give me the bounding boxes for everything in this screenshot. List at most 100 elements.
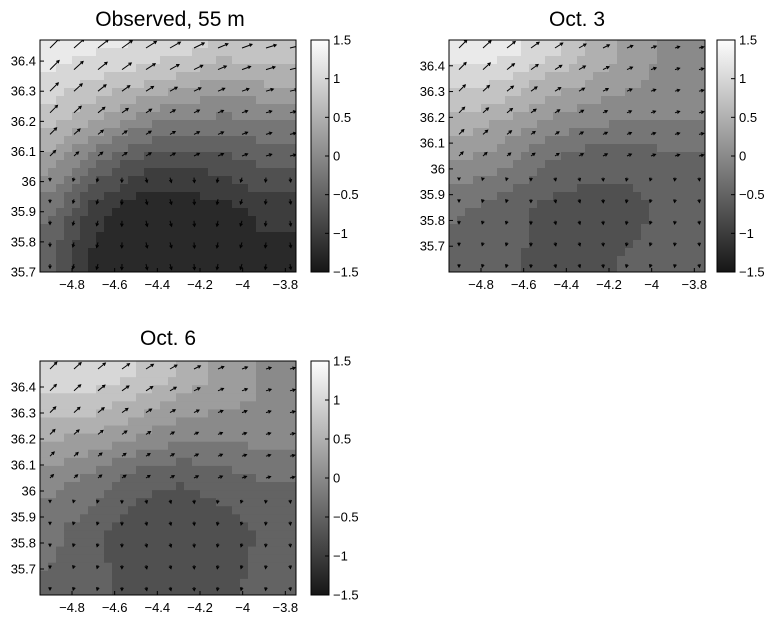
arrow-head (173, 386, 178, 391)
field-cell (521, 56, 530, 65)
field-cell (216, 457, 225, 467)
field-cell (72, 433, 81, 443)
field-cell (160, 240, 169, 249)
field-cell (184, 538, 193, 548)
field-cell (529, 248, 538, 257)
field-cell (569, 160, 578, 169)
field-cell (569, 56, 578, 65)
field-cell (104, 530, 113, 540)
field-cell (256, 506, 265, 515)
field-cell (625, 208, 634, 217)
field-cell (224, 184, 233, 193)
field-cell (216, 490, 225, 499)
velocity-arrow (458, 40, 468, 49)
field-cell (64, 136, 73, 145)
field-cell (689, 248, 698, 257)
field-cell (176, 56, 185, 65)
field-cell (184, 208, 193, 217)
field-cell (136, 72, 145, 81)
field-cell (537, 256, 546, 265)
field-cell (72, 546, 81, 556)
field-cell (200, 128, 209, 137)
field-cell (497, 56, 506, 65)
field-cell (232, 570, 241, 580)
field-cell (184, 224, 193, 233)
field-cell (64, 506, 73, 515)
field-cell (505, 136, 514, 145)
field-cell (577, 184, 586, 193)
field-cell (144, 152, 153, 161)
field-cell (104, 393, 113, 402)
field-cell (120, 441, 129, 451)
arrow-head (239, 200, 244, 205)
field-cell (657, 120, 666, 129)
field-cell (657, 224, 666, 233)
field-cell (625, 120, 634, 129)
field-cell (88, 465, 97, 475)
field-cell (617, 216, 626, 225)
field-cell (232, 96, 241, 105)
field-cell (136, 433, 145, 443)
field-cell (272, 554, 281, 564)
field-cell (160, 72, 169, 81)
field-cell (120, 369, 129, 378)
field-cell (48, 401, 57, 411)
field-cell (601, 96, 610, 105)
arrow-head (195, 453, 200, 457)
field-cell (160, 168, 169, 177)
field-cell (689, 168, 698, 177)
field-cell (248, 449, 257, 459)
field-cell (144, 578, 153, 588)
field-cell (120, 96, 129, 105)
field-cell (497, 168, 506, 177)
field-cell (136, 248, 145, 257)
field-cell (232, 522, 241, 532)
field-cell (681, 144, 690, 153)
field-cell (256, 417, 265, 427)
field-cell (176, 385, 185, 394)
field-cell (80, 144, 89, 153)
field-cell (505, 224, 514, 233)
field-cell (473, 224, 482, 233)
arrow-head (192, 522, 196, 527)
field-cell (497, 104, 506, 113)
y-tick-label: 36.2 (420, 110, 445, 125)
field-cell (208, 441, 217, 451)
field-cell (689, 224, 698, 233)
field-cell (489, 112, 498, 121)
field-cell (80, 88, 89, 97)
field-cell (184, 570, 193, 580)
field-cell (609, 264, 618, 272)
field-cell (665, 56, 674, 65)
field-cell (64, 465, 73, 475)
field-cell (625, 264, 634, 272)
field-cell (697, 136, 705, 145)
field-cell (208, 449, 217, 459)
arrow-head (457, 220, 461, 225)
field-cell (224, 240, 233, 249)
field-cell (96, 208, 105, 217)
field-cell (288, 248, 296, 257)
field-cell (192, 128, 201, 137)
field-cell (104, 80, 113, 89)
field-cell (553, 192, 562, 201)
field-cell (104, 514, 113, 523)
field-cell (633, 224, 642, 233)
arrow-head (557, 87, 562, 91)
field-cell (96, 104, 105, 113)
field-cell (192, 490, 201, 499)
field-cell (649, 120, 658, 129)
arrow-head (196, 131, 201, 135)
field-cell (497, 144, 506, 153)
arrow-head (149, 386, 154, 390)
velocity-arrow (193, 87, 202, 92)
field-cell (120, 562, 129, 572)
field-cell (104, 506, 113, 515)
field-cell (168, 48, 177, 57)
arrow-head (219, 453, 224, 458)
field-cell (216, 48, 225, 57)
field-cell (48, 530, 57, 540)
field-cell (184, 514, 193, 523)
field-cell (80, 562, 89, 572)
field-cell (48, 554, 57, 564)
